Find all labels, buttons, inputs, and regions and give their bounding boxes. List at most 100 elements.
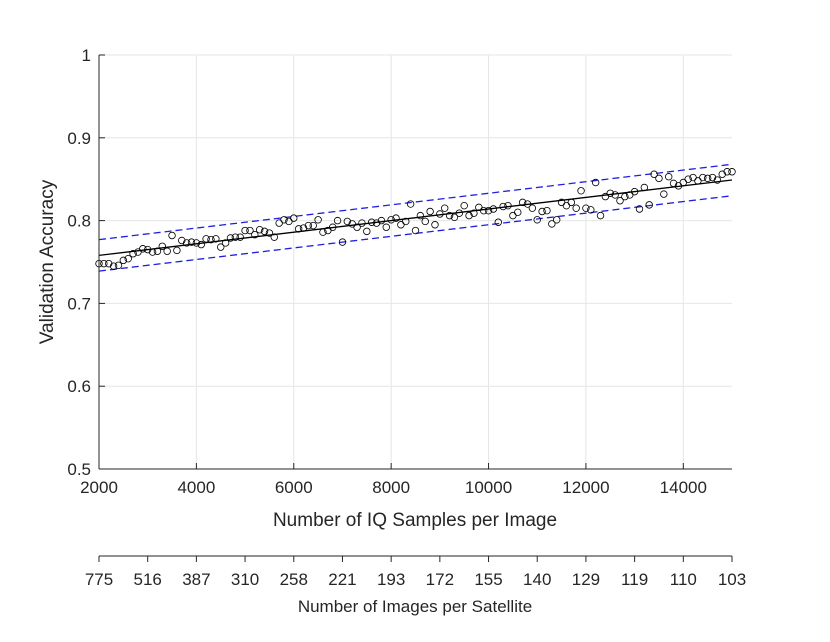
confidence-bounds xyxy=(98,163,733,272)
data-point xyxy=(353,223,361,231)
x-axis-title: Number of IQ Samples per Image xyxy=(273,510,557,531)
data-point xyxy=(109,262,118,270)
data-point xyxy=(484,206,493,215)
data-point xyxy=(635,205,644,213)
data-point xyxy=(718,170,726,178)
data-point xyxy=(124,254,132,263)
data-point xyxy=(616,197,624,205)
data-point xyxy=(192,239,201,247)
data-point xyxy=(645,201,653,209)
data-point xyxy=(669,179,678,188)
data-point xyxy=(294,225,303,233)
data-point xyxy=(280,216,288,224)
y-tick-label: 0.9 xyxy=(67,129,91,148)
x-tick-label: 12000 xyxy=(562,478,609,497)
data-point xyxy=(479,206,488,215)
data-point xyxy=(119,256,128,265)
data-point xyxy=(314,216,322,224)
data-point xyxy=(217,243,225,251)
data-point xyxy=(450,213,459,221)
data-point xyxy=(494,218,502,226)
data-point xyxy=(304,221,313,230)
data-point xyxy=(591,178,600,187)
data-point xyxy=(299,224,308,232)
secondary-tick-label: 129 xyxy=(572,570,600,589)
data-point xyxy=(455,209,464,217)
data-point xyxy=(319,228,327,236)
data-point xyxy=(713,176,722,184)
data-point xyxy=(221,239,230,247)
data-point xyxy=(533,216,541,224)
data-point xyxy=(723,168,731,176)
data-point xyxy=(246,226,254,235)
data-point xyxy=(518,198,527,207)
data-point xyxy=(329,223,337,231)
data-point xyxy=(572,204,580,212)
x-tick-label: 10000 xyxy=(465,478,512,497)
data-point xyxy=(489,205,498,213)
axes xyxy=(98,54,732,470)
data-point xyxy=(163,247,171,255)
data-point xyxy=(260,227,269,236)
data-point xyxy=(577,187,585,195)
secondary-tick-label: 155 xyxy=(474,570,502,589)
data-point xyxy=(611,191,619,199)
secondary-tick-label: 193 xyxy=(377,570,405,589)
x-tick-label: 8000 xyxy=(372,478,410,497)
data-point xyxy=(402,217,410,226)
data-point xyxy=(143,245,152,254)
data-point xyxy=(665,173,673,181)
data-point xyxy=(699,173,707,182)
data-point xyxy=(231,233,240,241)
data-point xyxy=(538,207,546,216)
data-point xyxy=(270,233,278,241)
data-point xyxy=(621,192,629,201)
data-point xyxy=(465,211,473,220)
data-point xyxy=(441,204,449,212)
y-tick-label: 1 xyxy=(82,46,91,65)
data-point xyxy=(728,168,736,176)
data-point xyxy=(411,226,420,235)
data-point xyxy=(265,229,274,237)
data-point xyxy=(241,226,249,235)
data-point xyxy=(343,217,352,226)
data-point xyxy=(528,204,537,212)
data-point xyxy=(387,216,395,224)
y-tick-label: 0.7 xyxy=(67,294,91,313)
fit-line xyxy=(98,179,733,257)
data-point xyxy=(158,242,166,250)
data-point xyxy=(363,227,371,236)
data-point xyxy=(553,216,561,224)
data-point xyxy=(630,187,639,196)
data-point xyxy=(460,201,468,210)
data-point xyxy=(582,204,590,212)
secondary-tick-label: 119 xyxy=(621,570,648,589)
secondary-tick-label: 775 xyxy=(85,570,113,589)
y-tick-labels: 0.5 0.6 0.7 0.8 0.9 1 xyxy=(67,46,91,479)
data-point xyxy=(114,261,123,270)
data-point xyxy=(392,214,400,222)
data-point xyxy=(168,231,176,240)
confidence-lower-line xyxy=(98,195,733,272)
data-point xyxy=(236,233,244,241)
secondary-tick-label: 110 xyxy=(670,570,697,589)
data-point xyxy=(290,214,298,222)
data-point xyxy=(207,235,215,244)
data-point xyxy=(358,219,366,227)
data-point xyxy=(129,250,137,258)
secondary-tick-label: 140 xyxy=(523,570,551,589)
data-point xyxy=(587,206,595,214)
data-point xyxy=(548,220,556,228)
data-point xyxy=(377,216,386,225)
data-point xyxy=(640,183,649,192)
y-tick-label: 0.5 xyxy=(67,460,91,479)
data-point xyxy=(202,235,210,243)
data-point xyxy=(470,209,478,217)
data-point xyxy=(567,198,576,207)
x-tick-label: 6000 xyxy=(275,478,313,497)
data-point xyxy=(426,207,434,216)
data-point xyxy=(153,247,162,255)
secondary-tick-label: 103 xyxy=(718,570,746,589)
data-point xyxy=(445,211,454,220)
data-point xyxy=(499,202,507,211)
